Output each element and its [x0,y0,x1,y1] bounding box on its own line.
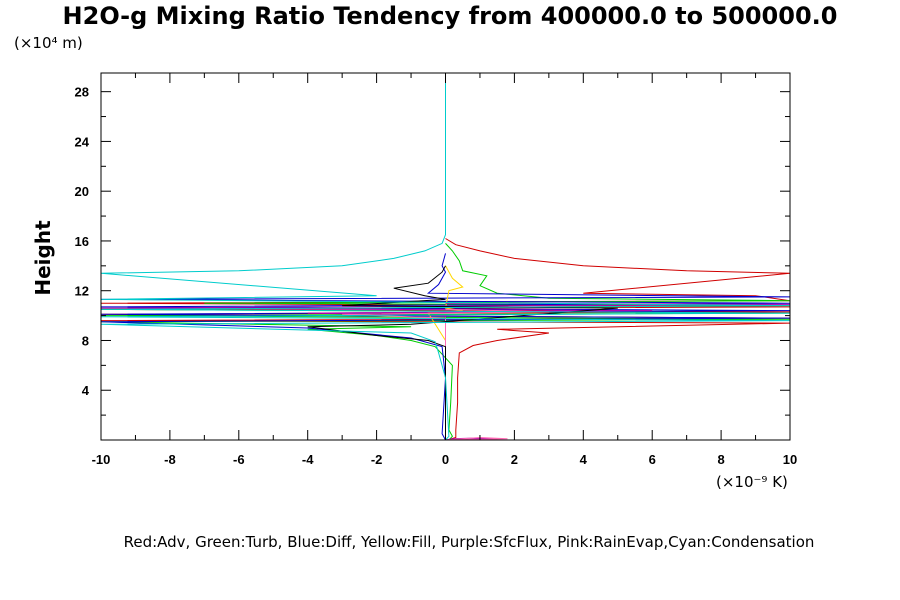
chart-title: H2O-g Mixing Ratio Tendency from 400000.… [62,2,838,30]
legend-text: Red:Adv, Green:Turb, Blue:Diff, Yellow:F… [123,533,815,551]
y-axis-unit-label: (×10⁴ m) [14,34,83,52]
x-tick-label: 8 [717,452,724,467]
series-line-1 [101,243,790,440]
x-tick-label: -8 [164,452,176,467]
x-tick-label: -2 [371,452,383,467]
y-tick-label: 4 [82,383,90,398]
x-tick-label: 4 [580,452,588,467]
x-tick-label: 6 [649,452,656,467]
series-line-7 [101,73,790,440]
x-tick-label: -10 [92,452,111,467]
y-tick-label: 8 [82,333,89,348]
x-tick-label: 10 [783,452,797,467]
x-tick-label: 0 [442,452,449,467]
y-axis-label: Height [31,220,55,296]
x-axis-unit-label: (×10⁻⁹ K) [716,473,788,491]
y-tick-label: 16 [75,234,89,249]
series-line-6 [307,265,618,440]
y-tick-label: 28 [75,85,89,100]
series-line-3 [427,265,464,440]
x-tick-label: -6 [233,452,245,467]
y-tick-label: 20 [75,184,89,199]
y-tick-label: 12 [75,284,89,299]
series-layer [101,73,790,440]
y-tick-label: 24 [75,134,90,149]
series-line-2 [101,253,790,440]
x-tick-label: -4 [302,452,314,467]
x-tick-label: 2 [511,452,518,467]
